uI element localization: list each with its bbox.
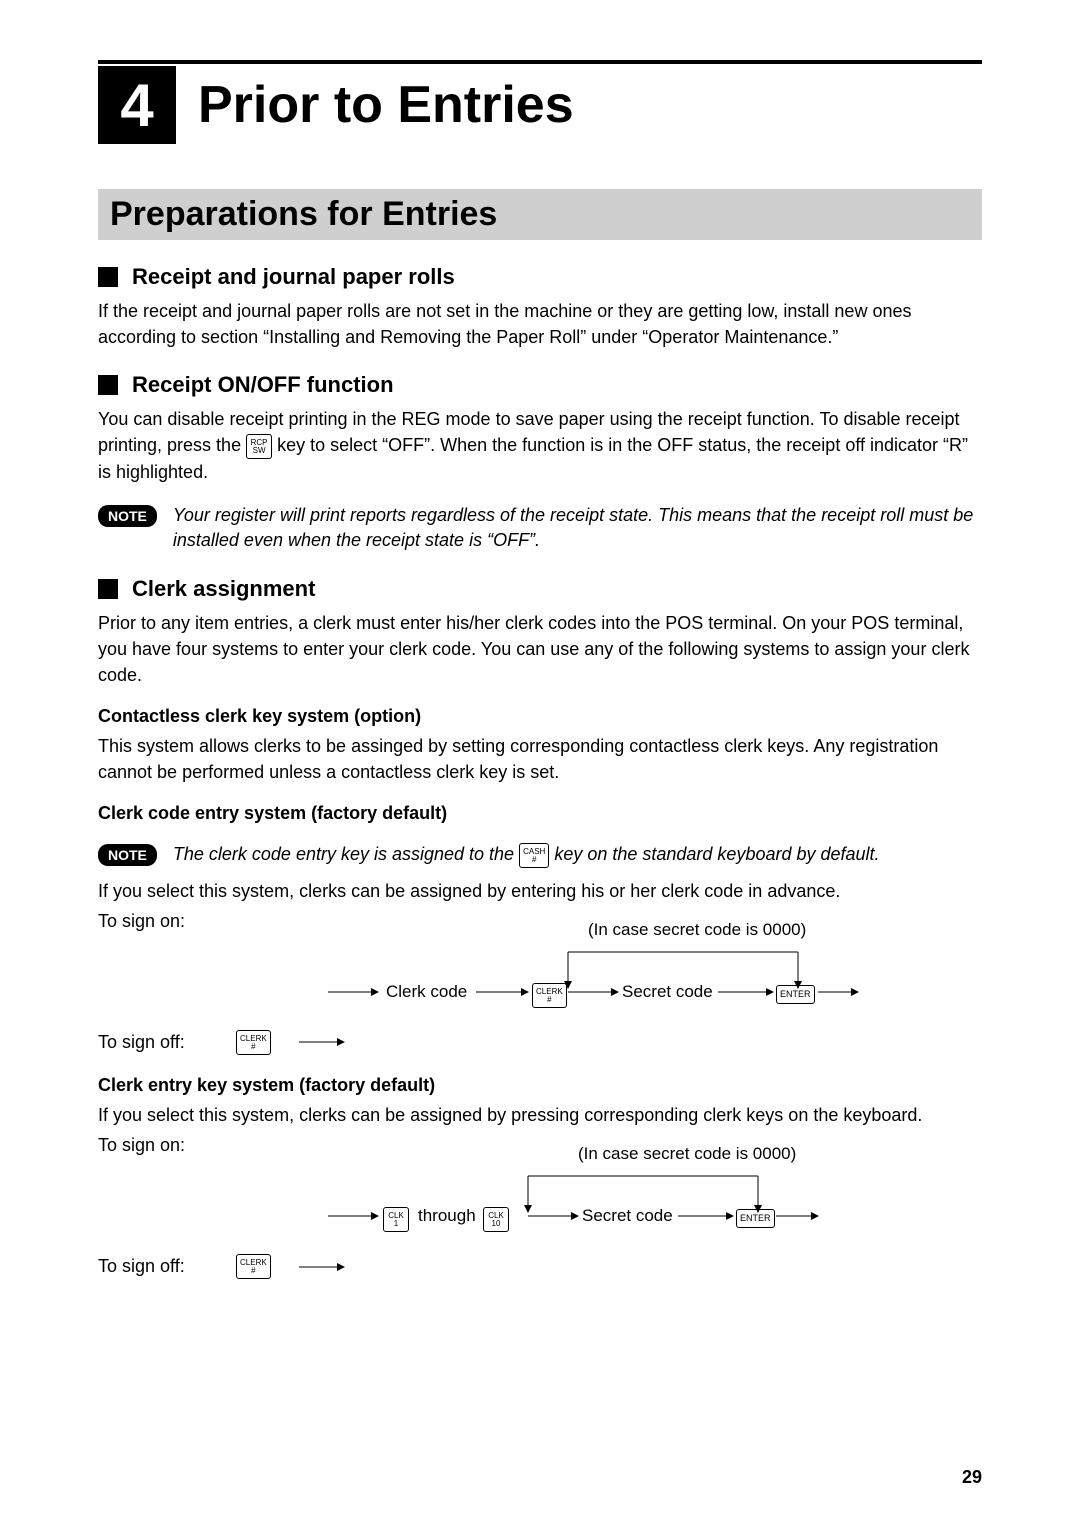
secret-code-label: Secret code — [622, 982, 713, 1002]
secret-code-label: Secret code — [582, 1206, 673, 1226]
square-bullet-icon — [98, 267, 118, 287]
subhead-text: Clerk assignment — [132, 576, 315, 602]
arrow-icon — [299, 1261, 349, 1273]
note-badge: NOTE — [98, 844, 157, 866]
sign-off-label: To sign off: — [98, 1256, 208, 1277]
subhead-receipt-onoff: Receipt ON/OFF function — [98, 372, 982, 398]
note-text: Your register will print reports regardl… — [173, 503, 982, 553]
sys1-body: This system allows clerks to be assinged… — [98, 733, 982, 785]
clerk-key-icon: CLERK# — [236, 1030, 271, 1055]
rcp-sw-key-icon: RCPSW — [246, 434, 272, 459]
note-text-a: The clerk code entry key is assigned to … — [173, 844, 519, 864]
note-text-b: key on the standard keyboard by default. — [554, 844, 879, 864]
key-bot: # — [532, 856, 536, 864]
subhead-text: Receipt and journal paper rolls — [132, 264, 455, 290]
clk10-key-icon: CLK10 — [483, 1207, 509, 1232]
receipt-onoff-body: You can disable receipt printing in the … — [98, 406, 982, 485]
sys3-body: If you select this system, clerks can be… — [98, 1102, 982, 1128]
flow-diagram-clerk-code: (In case secret code is 0000) Clerk code… — [218, 942, 982, 1012]
through-label: through — [418, 1206, 476, 1226]
flow-diagram-clerk-key: (In case secret code is 0000) CLK1 throu… — [218, 1166, 982, 1236]
arrow-icon — [299, 1036, 349, 1048]
top-rule — [98, 60, 982, 64]
flow-svg-1 — [218, 942, 838, 1012]
receipt-paper-body: If the receipt and journal paper rolls a… — [98, 298, 982, 350]
sign-off-label: To sign off: — [98, 1032, 208, 1053]
clk1-key-icon: CLK1 — [383, 1207, 409, 1232]
key-bot: 1 — [394, 1220, 398, 1228]
note-receipt-onoff: NOTE Your register will print reports re… — [98, 503, 982, 553]
chapter-title: Prior to Entries — [198, 75, 574, 135]
page-number: 29 — [962, 1467, 982, 1488]
sign-on-label-2: To sign on: — [98, 1132, 982, 1158]
square-bullet-icon — [98, 579, 118, 599]
sign-on-label-1: To sign on: — [98, 908, 982, 934]
subhead-receipt-paper: Receipt and journal paper rolls — [98, 264, 982, 290]
section-title-bar: Preparations for Entries — [98, 189, 982, 240]
sign-off-row-2: To sign off: CLERK# — [98, 1254, 982, 1279]
sign-off-row-1: To sign off: CLERK# — [98, 1030, 982, 1055]
chapter-number-box: 4 — [98, 66, 176, 144]
key-bot: SW — [253, 447, 266, 455]
key-bot: # — [251, 1267, 255, 1275]
clerk-key-icon: CLERK# — [236, 1254, 271, 1279]
enter-key-icon: ENTER — [776, 985, 815, 1004]
subhead-clerk-assignment: Clerk assignment — [98, 576, 982, 602]
sys2-body: If you select this system, clerks can be… — [98, 878, 982, 904]
subhead-text: Receipt ON/OFF function — [132, 372, 394, 398]
clerk-code-label: Clerk code — [386, 982, 467, 1002]
cash-key-icon: CASH# — [519, 843, 549, 868]
clerk-key-icon: CLERK# — [532, 983, 567, 1008]
sys3-title: Clerk entry key system (factory default) — [98, 1075, 982, 1096]
enter-key-icon: ENTER — [736, 1209, 775, 1228]
note-clerk-code: NOTE The clerk code entry key is assigne… — [98, 842, 982, 868]
clerk-intro: Prior to any item entries, a clerk must … — [98, 610, 982, 688]
sys2-title: Clerk code entry system (factory default… — [98, 803, 982, 824]
note-text: The clerk code entry key is assigned to … — [173, 842, 880, 868]
key-bot: # — [251, 1043, 255, 1051]
sys1-title: Contactless clerk key system (option) — [98, 706, 982, 727]
key-bot: # — [547, 996, 551, 1004]
chapter-header: 4 Prior to Entries — [98, 66, 982, 144]
key-bot: 10 — [492, 1220, 501, 1228]
square-bullet-icon — [98, 375, 118, 395]
note-badge: NOTE — [98, 505, 157, 527]
code-0000-label: (In case secret code is 0000) — [588, 920, 806, 940]
code-0000-label: (In case secret code is 0000) — [578, 1144, 796, 1164]
